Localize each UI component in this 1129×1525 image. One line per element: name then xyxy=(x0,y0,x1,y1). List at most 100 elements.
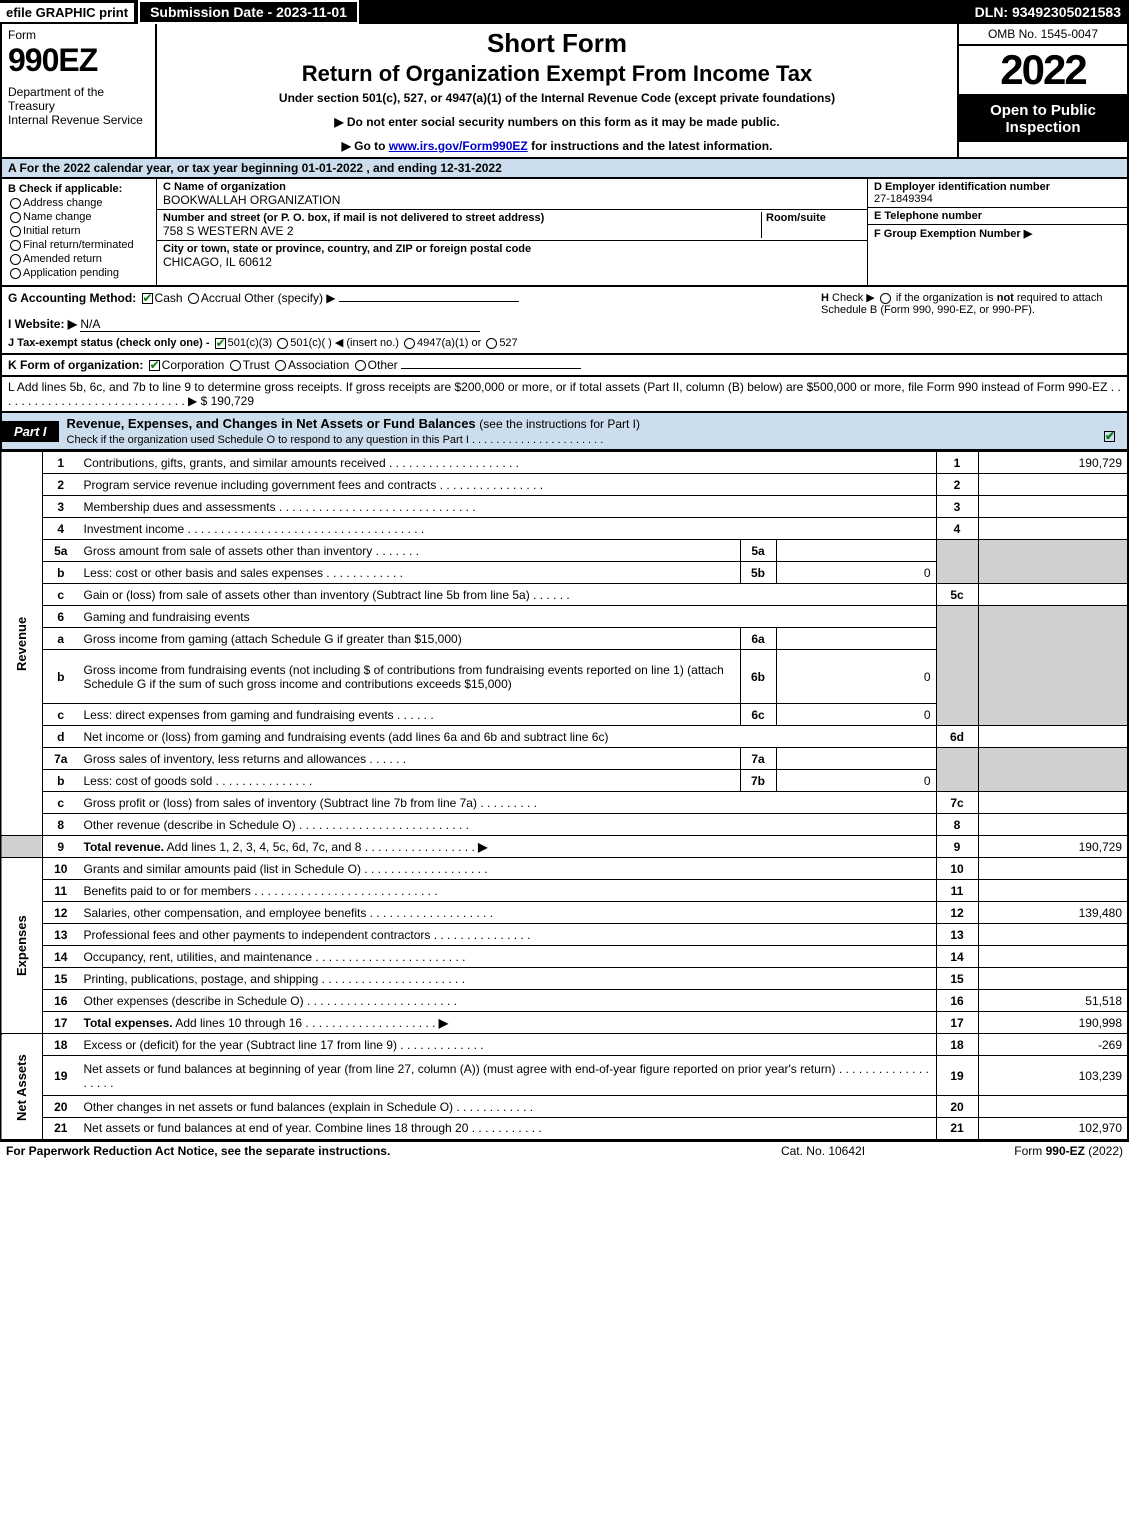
amt-1: 190,729 xyxy=(978,452,1128,474)
col-b: B Check if applicable: Address change Na… xyxy=(2,179,157,285)
org-city: CHICAGO, IL 60612 xyxy=(163,255,861,269)
chk-501c3[interactable] xyxy=(215,338,226,349)
dln: DLN: 93492305021583 xyxy=(967,2,1129,22)
line-16: 16Other expenses (describe in Schedule O… xyxy=(1,990,1128,1012)
amt-17: 190,998 xyxy=(978,1012,1128,1034)
row-a: A For the 2022 calendar year, or tax yea… xyxy=(0,159,1129,179)
c-name-label: C Name of organization xyxy=(163,181,861,193)
chk-pending[interactable]: Application pending xyxy=(8,267,150,279)
line-8: 8Other revenue (describe in Schedule O) … xyxy=(1,814,1128,836)
amt-19: 103,239 xyxy=(978,1056,1128,1096)
other-input[interactable] xyxy=(339,301,519,302)
line-4: 4Investment income . . . . . . . . . . .… xyxy=(1,518,1128,540)
open-inspection: Open to Public Inspection xyxy=(959,94,1127,142)
chk-address[interactable]: Address change xyxy=(8,197,150,209)
line-6d: dNet income or (loss) from gaming and fu… xyxy=(1,726,1128,748)
header-left: Form 990EZ Department of the Treasury In… xyxy=(2,24,157,157)
submission-date: Submission Date - 2023-11-01 xyxy=(138,0,359,24)
main-table: Revenue 1 Contributions, gifts, grants, … xyxy=(0,451,1129,1141)
header-center: Short Form Return of Organization Exempt… xyxy=(157,24,957,157)
expenses-header: Expenses xyxy=(1,858,43,1034)
form-word: Form xyxy=(8,28,149,42)
note-link: ▶ Go to www.irs.gov/Form990EZ for instru… xyxy=(167,139,947,153)
note-ssn: ▶ Do not enter social security numbers o… xyxy=(167,115,947,129)
line-15: 15Printing, publications, postage, and s… xyxy=(1,968,1128,990)
netassets-header: Net Assets xyxy=(1,1034,43,1140)
line-7c: cGross profit or (loss) from sales of in… xyxy=(1,792,1128,814)
chk-other-org[interactable] xyxy=(355,360,366,371)
chk-schedule-o[interactable] xyxy=(1104,431,1115,442)
line-21: 21Net assets or fund balances at end of … xyxy=(1,1118,1128,1140)
chk-name[interactable]: Name change xyxy=(8,211,150,223)
line-10: Expenses10Grants and similar amounts pai… xyxy=(1,858,1128,880)
chk-corp[interactable] xyxy=(149,360,160,371)
chk-assoc[interactable] xyxy=(275,360,286,371)
col-d: D Employer identification number 27-1849… xyxy=(867,179,1127,285)
chk-trust[interactable] xyxy=(230,360,241,371)
org-street: 758 S WESTERN AVE 2 xyxy=(163,224,294,238)
amt-9: 190,729 xyxy=(978,836,1128,858)
chk-amended[interactable]: Amended return xyxy=(8,253,150,265)
tax-year: 2022 xyxy=(959,46,1127,94)
col-c: C Name of organization BOOKWALLAH ORGANI… xyxy=(157,179,867,285)
line-3: 3Membership dues and assessments . . . .… xyxy=(1,496,1128,518)
line-7a: 7aGross sales of inventory, less returns… xyxy=(1,748,1128,770)
chk-cash[interactable] xyxy=(142,293,153,304)
line-18: Net Assets18Excess or (deficit) for the … xyxy=(1,1034,1128,1056)
line-1: Revenue 1 Contributions, gifts, grants, … xyxy=(1,452,1128,474)
g-label: G Accounting Method: xyxy=(8,291,140,305)
chk-accrual[interactable] xyxy=(188,293,199,304)
chk-initial[interactable]: Initial return xyxy=(8,225,150,237)
row-l: L Add lines 5b, 6c, and 7b to line 9 to … xyxy=(0,377,1129,413)
omb-number: OMB No. 1545-0047 xyxy=(959,24,1127,46)
line-6: 6Gaming and fundraising events xyxy=(1,606,1128,628)
j-label: J Tax-exempt status (check only one) - xyxy=(8,337,213,349)
grp-label: F Group Exemption Number ▶ xyxy=(874,227,1121,240)
chk-4947[interactable] xyxy=(404,338,415,349)
form-header: Form 990EZ Department of the Treasury In… xyxy=(0,24,1129,159)
line-12: 12Salaries, other compensation, and empl… xyxy=(1,902,1128,924)
chk-501c[interactable] xyxy=(277,338,288,349)
top-bar: efile GRAPHIC print Submission Date - 20… xyxy=(0,0,1129,24)
efile-label: efile GRAPHIC print xyxy=(0,3,134,22)
chk-h[interactable] xyxy=(880,293,891,304)
irs-link[interactable]: www.irs.gov/Form990EZ xyxy=(389,139,528,153)
amt-18: -269 xyxy=(978,1034,1128,1056)
chk-527[interactable] xyxy=(486,338,497,349)
part1-header: Part I Revenue, Expenses, and Changes in… xyxy=(0,413,1129,451)
i-label: I Website: ▶ xyxy=(8,317,77,331)
header-right: OMB No. 1545-0047 2022 Open to Public In… xyxy=(957,24,1127,157)
short-form: Short Form xyxy=(167,28,947,59)
line-5c: cGain or (loss) from sale of assets othe… xyxy=(1,584,1128,606)
ein: 27-1849394 xyxy=(874,193,1121,205)
line-11: 11Benefits paid to or for members . . . … xyxy=(1,880,1128,902)
chk-final[interactable]: Final return/terminated xyxy=(8,239,150,251)
form-title: Return of Organization Exempt From Incom… xyxy=(167,61,947,87)
line-20: 20Other changes in net assets or fund ba… xyxy=(1,1096,1128,1118)
section-bcd: B Check if applicable: Address change Na… xyxy=(0,179,1129,287)
revenue-header: Revenue xyxy=(1,452,43,836)
b-header: B Check if applicable: xyxy=(8,183,150,195)
c-room-label: Room/suite xyxy=(766,212,826,224)
paperwork-notice: For Paperwork Reduction Act Notice, see … xyxy=(6,1144,723,1158)
l-amt: 190,729 xyxy=(211,394,254,408)
tel-label: E Telephone number xyxy=(874,210,1121,222)
footer: For Paperwork Reduction Act Notice, see … xyxy=(0,1141,1129,1160)
website: N/A xyxy=(80,317,480,332)
amt-12: 139,480 xyxy=(978,902,1128,924)
h-text: H Check ▶ if the organization is not req… xyxy=(821,291,1121,349)
section-gh: G Accounting Method: Cash Accrual Other … xyxy=(0,287,1129,355)
form-number: 990EZ xyxy=(8,42,149,79)
under-section: Under section 501(c), 527, or 4947(a)(1)… xyxy=(167,91,947,105)
c-city-label: City or town, state or province, country… xyxy=(163,243,861,255)
org-name: BOOKWALLAH ORGANIZATION xyxy=(163,193,861,207)
line-2: 2Program service revenue including gover… xyxy=(1,474,1128,496)
line-13: 13Professional fees and other payments t… xyxy=(1,924,1128,946)
ein-label: D Employer identification number xyxy=(874,181,1121,193)
other-org-input[interactable] xyxy=(401,368,581,369)
part1-title: Revenue, Expenses, and Changes in Net As… xyxy=(59,413,1127,449)
line-14: 14Occupancy, rent, utilities, and mainte… xyxy=(1,946,1128,968)
form-ref: Form 990-EZ (2022) xyxy=(923,1144,1123,1158)
g-left: G Accounting Method: Cash Accrual Other … xyxy=(8,291,821,349)
line-9: 9Total revenue. Add lines 1, 2, 3, 4, 5c… xyxy=(1,836,1128,858)
